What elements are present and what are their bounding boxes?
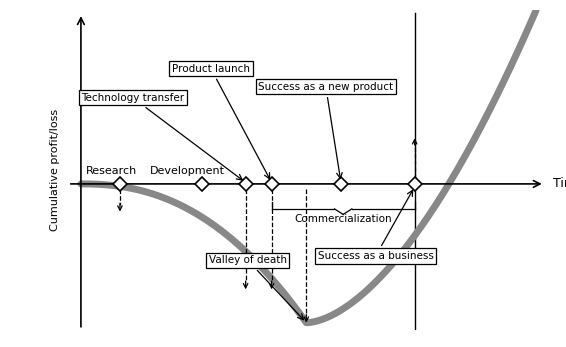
Text: Valley of death: Valley of death — [209, 255, 303, 320]
Text: Cumulative profit/loss: Cumulative profit/loss — [50, 109, 60, 231]
Text: Time: Time — [554, 177, 566, 191]
Text: Technology transfer: Technology transfer — [82, 93, 242, 180]
Text: Commercialization: Commercialization — [294, 214, 392, 225]
Text: Success as a new product: Success as a new product — [258, 82, 393, 178]
Text: Research: Research — [85, 166, 137, 176]
Text: Success as a business: Success as a business — [318, 190, 434, 261]
Text: Product launch: Product launch — [172, 64, 269, 179]
Text: Development: Development — [149, 166, 225, 176]
